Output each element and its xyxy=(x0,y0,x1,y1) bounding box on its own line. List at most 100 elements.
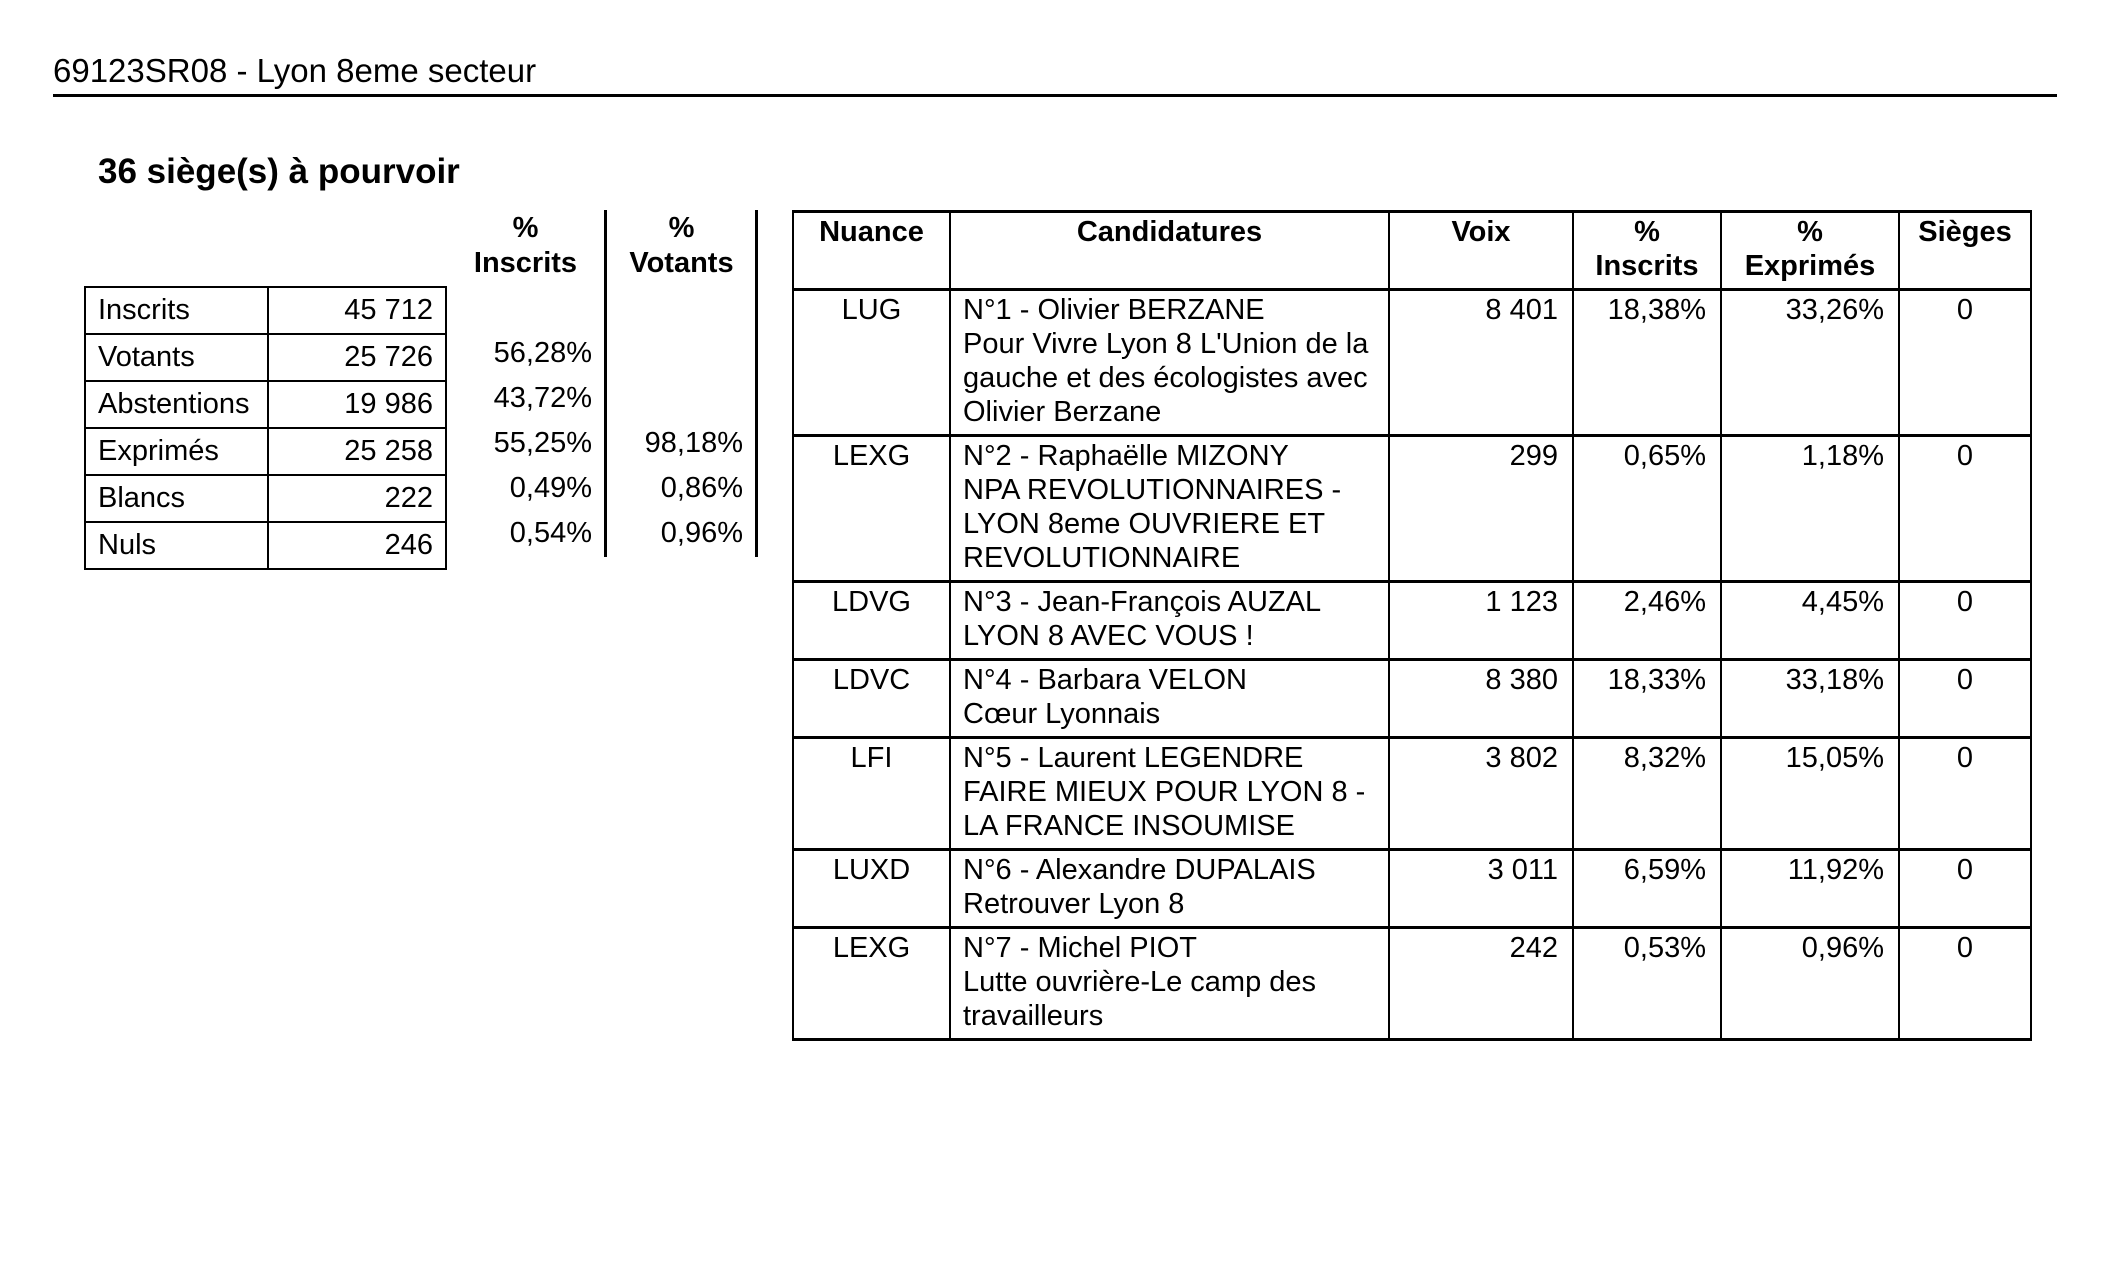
summary-label: Blancs xyxy=(84,474,269,523)
summary-divider-line-1 xyxy=(604,210,607,557)
results-header-voix: Voix xyxy=(1388,210,1574,291)
result-pct-inscrits: 2,46% xyxy=(1572,580,1722,661)
summary-label: Nuls xyxy=(84,521,269,570)
results-header-pct-exprimes: % Exprimés xyxy=(1720,210,1900,291)
result-pct-exprimes: 11,92% xyxy=(1720,848,1900,929)
result-nuance: LDVC xyxy=(792,658,951,739)
summary-value: 19 986 xyxy=(267,380,447,429)
summary-pct-inscrits-value: 0,54% xyxy=(509,517,592,549)
result-voix: 3 802 xyxy=(1388,736,1574,851)
summary-value: 25 726 xyxy=(267,333,447,382)
result-sieges: 0 xyxy=(1898,288,2032,437)
summary-value: 222 xyxy=(267,474,447,523)
summary-value: 246 xyxy=(267,521,447,570)
result-pct-inscrits: 8,32% xyxy=(1572,736,1722,851)
result-candidature-cell: N°1 - Olivier BERZANE Pour Vivre Lyon 8 … xyxy=(949,288,1390,437)
result-nuance: LDVG xyxy=(792,580,951,661)
result-sieges: 0 xyxy=(1898,848,2032,929)
result-candidature-cell: N°4 - Barbara VELON Cœur Lyonnais xyxy=(949,658,1390,739)
result-pct-exprimes: 15,05% xyxy=(1720,736,1900,851)
result-list-name: Retrouver Lyon 8 xyxy=(963,888,1185,920)
summary-table: Inscrits 45 712 Votants 25 726 Abstentio… xyxy=(84,286,447,570)
result-sieges: 0 xyxy=(1898,926,2032,1041)
result-candidature-cell: N°5 - Laurent LEGENDRE FAIRE MIEUX POUR … xyxy=(949,736,1390,851)
result-row: LUG N°1 - Olivier BERZANE Pour Vivre Lyo… xyxy=(792,288,2032,437)
result-candidature-cell: N°7 - Michel PIOT Lutte ouvrière-Le camp… xyxy=(949,926,1390,1041)
result-row: LUXD N°6 - Alexandre DUPALAIS Retrouver … xyxy=(792,848,2032,929)
result-voix: 242 xyxy=(1388,926,1574,1041)
result-pct-exprimes: 33,18% xyxy=(1720,658,1900,739)
result-sieges: 0 xyxy=(1898,580,2032,661)
results-header-pct-inscrits: % Inscrits xyxy=(1572,210,1722,291)
result-pct-inscrits: 6,59% xyxy=(1572,848,1722,929)
result-list-name: Cœur Lyonnais xyxy=(963,698,1161,730)
result-candidature-cell: N°2 - Raphaëlle MIZONY NPA REVOLUTIONNAI… xyxy=(949,434,1390,583)
summary-label: Abstentions xyxy=(84,380,269,429)
result-row: LFI N°5 - Laurent LEGENDRE FAIRE MIEUX P… xyxy=(792,736,2032,851)
result-sieges: 0 xyxy=(1898,736,2032,851)
summary-label: Votants xyxy=(84,333,269,382)
result-list-name: Pour Vivre Lyon 8 L'Union de la gauche e… xyxy=(963,328,1369,428)
summary-label: Inscrits xyxy=(84,286,269,335)
summary-row: Blancs 222 xyxy=(84,474,447,523)
result-row: LEXG N°7 - Michel PIOT Lutte ouvrière-Le… xyxy=(792,926,2032,1041)
results-header-sieges: Sièges xyxy=(1898,210,2032,291)
result-pct-exprimes: 33,26% xyxy=(1720,288,1900,437)
result-list-name: FAIRE MIEUX POUR LYON 8 - LA FRANCE INSO… xyxy=(963,776,1366,842)
summary-divider-line-2 xyxy=(755,210,758,557)
result-sieges: 0 xyxy=(1898,434,2032,583)
summary-pct-votants-value: 0,96% xyxy=(660,517,743,549)
results-table: Nuance Candidatures Voix % Inscrits % Ex… xyxy=(792,210,2032,1041)
summary-pct-votants-value xyxy=(606,376,743,421)
summary-pct-inscrits-value xyxy=(445,286,592,331)
result-pct-exprimes: 1,18% xyxy=(1720,434,1900,583)
result-nuance: LEXG xyxy=(792,926,951,1041)
result-pct-inscrits: 18,33% xyxy=(1572,658,1722,739)
result-nuance: LUXD xyxy=(792,848,951,929)
summary-row: Votants 25 726 xyxy=(84,333,447,382)
result-voix: 3 011 xyxy=(1388,848,1574,929)
summary-row: Nuls 246 xyxy=(84,521,447,570)
result-candidate-name: N°2 - Raphaëlle MIZONY xyxy=(963,440,1289,472)
summary-pct-inscrits-column: 56,28% 43,72% 55,25% 0,49% 0,54% xyxy=(445,286,592,556)
results-header-nuance: Nuance xyxy=(792,210,951,291)
result-candidate-name: N°6 - Alexandre DUPALAIS xyxy=(963,854,1316,886)
result-candidate-name: N°1 - Olivier BERZANE xyxy=(963,294,1265,326)
page-title: 69123SR08 - Lyon 8eme secteur xyxy=(53,52,537,89)
result-sieges: 0 xyxy=(1898,658,2032,739)
result-pct-inscrits: 0,65% xyxy=(1572,434,1722,583)
summary-pct-inscrits-value: 0,49% xyxy=(509,472,592,504)
summary-pct-votants-value xyxy=(606,286,743,331)
result-list-name: LYON 8 AVEC VOUS ! xyxy=(963,620,1254,652)
result-candidature-cell: N°3 - Jean-François AUZAL LYON 8 AVEC VO… xyxy=(949,580,1390,661)
summary-pct-inscrits-value: 43,72% xyxy=(493,382,592,414)
summary-row: Inscrits 45 712 xyxy=(84,286,447,335)
summary-header-pct-votants: % Votants xyxy=(629,212,734,279)
result-pct-inscrits: 0,53% xyxy=(1572,926,1722,1041)
summary-pct-votants-value: 0,86% xyxy=(660,472,743,504)
summary-row: Abstentions 19 986 xyxy=(84,380,447,429)
summary-pct-inscrits-value: 55,25% xyxy=(493,427,592,459)
summary-label: Exprimés xyxy=(84,427,269,476)
result-voix: 299 xyxy=(1388,434,1574,583)
seats-heading: 36 siège(s) à pourvoir xyxy=(98,152,460,191)
result-row: LDVC N°4 - Barbara VELON Cœur Lyonnais 8… xyxy=(792,658,2032,739)
result-candidate-name: N°7 - Michel PIOT xyxy=(963,932,1197,964)
result-row: LDVG N°3 - Jean-François AUZAL LYON 8 AV… xyxy=(792,580,2032,661)
result-nuance: LUG xyxy=(792,288,951,437)
title-underline xyxy=(53,94,2057,97)
result-candidature-cell: N°6 - Alexandre DUPALAIS Retrouver Lyon … xyxy=(949,848,1390,929)
result-voix: 8 401 xyxy=(1388,288,1574,437)
summary-pct-votants-value xyxy=(606,331,743,376)
result-voix: 1 123 xyxy=(1388,580,1574,661)
result-list-name: Lutte ouvrière-Le camp des travailleurs xyxy=(963,966,1317,1032)
result-list-name: NPA REVOLUTIONNAIRES - LYON 8eme OUVRIER… xyxy=(963,474,1342,574)
summary-header-pct-inscrits: % Inscrits xyxy=(473,212,578,279)
result-candidate-name: N°3 - Jean-François AUZAL xyxy=(963,586,1322,618)
result-nuance: LEXG xyxy=(792,434,951,583)
summary-row: Exprimés 25 258 xyxy=(84,427,447,476)
summary-value: 45 712 xyxy=(267,286,447,335)
result-row: LEXG N°2 - Raphaëlle MIZONY NPA REVOLUTI… xyxy=(792,434,2032,583)
result-voix: 8 380 xyxy=(1388,658,1574,739)
